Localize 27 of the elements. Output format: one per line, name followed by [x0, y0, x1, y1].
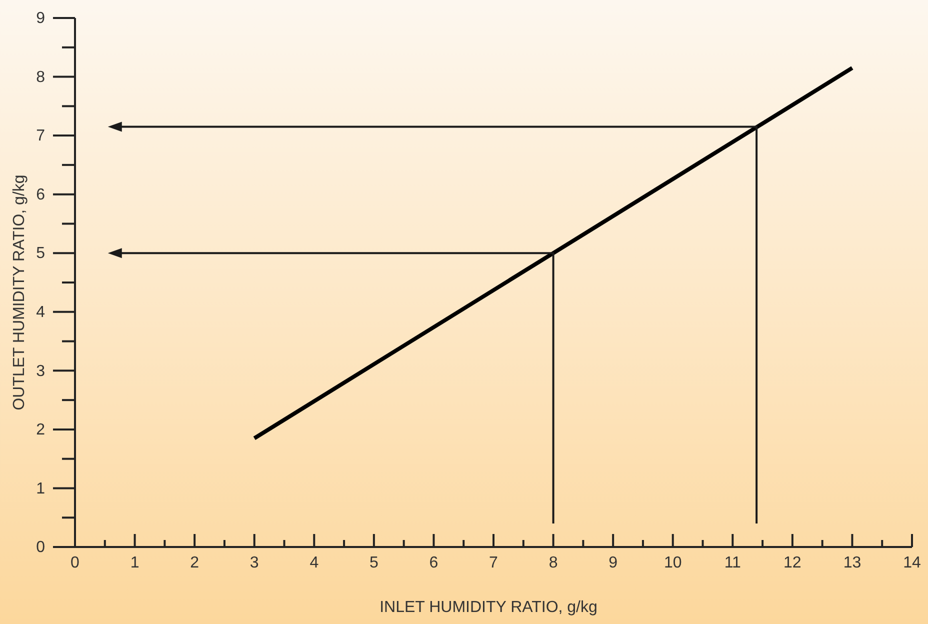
x-tick-label: 4 — [310, 554, 319, 572]
x-tick-label: 14 — [903, 554, 921, 572]
y-tick-label: 8 — [36, 68, 46, 86]
x-tick-label: 11 — [724, 554, 742, 572]
x-tick-label: 0 — [70, 554, 80, 572]
x-tick-label: 5 — [369, 554, 378, 572]
x-tick-label: 3 — [250, 554, 259, 572]
x-tick-label: 10 — [664, 554, 682, 572]
y-tick-label: 4 — [36, 304, 46, 322]
x-tick-label: 8 — [548, 554, 558, 572]
x-tick-label: 2 — [190, 554, 200, 572]
y-tick-label: 2 — [36, 422, 46, 439]
x-tick-label: 1 — [130, 554, 140, 572]
y-tick-label: 9 — [36, 10, 46, 28]
x-tick-label: 6 — [429, 554, 438, 572]
x-tick-label: 9 — [608, 554, 618, 572]
y-tick-label: 7 — [36, 128, 46, 145]
y-tick-label: 6 — [36, 186, 46, 204]
y-tick-label: 1 — [36, 480, 46, 498]
y-tick-label: 5 — [36, 245, 46, 262]
y-tick-label: 0 — [36, 539, 46, 556]
x-tick-label: 13 — [843, 554, 862, 572]
y-tick-label: 3 — [36, 362, 46, 380]
x-tick-label: 12 — [784, 554, 802, 572]
x-axis-title: INLET HUMIDITY RATIO, g/kg — [380, 599, 598, 616]
x-tick-label: 7 — [489, 554, 498, 572]
y-axis-title: OUTLET HUMIDITY RATIO, g/kg — [11, 174, 28, 410]
